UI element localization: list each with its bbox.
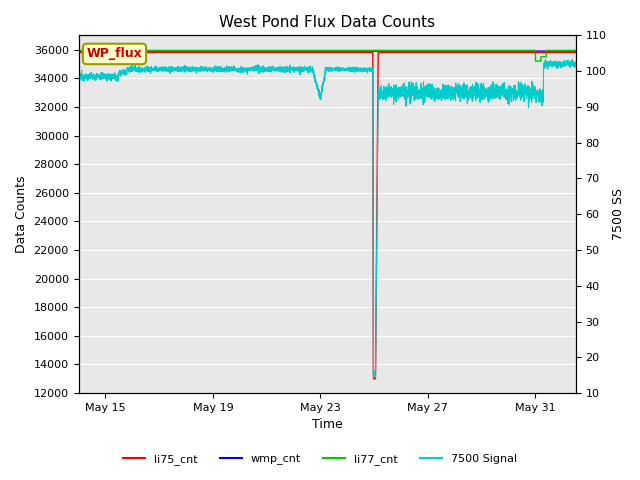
Text: WP_flux: WP_flux <box>86 48 142 60</box>
X-axis label: Time: Time <box>312 419 342 432</box>
Y-axis label: Data Counts: Data Counts <box>15 176 28 253</box>
Legend: li75_cnt, wmp_cnt, li77_cnt, 7500 Signal: li75_cnt, wmp_cnt, li77_cnt, 7500 Signal <box>118 450 522 469</box>
Y-axis label: 7500 SS: 7500 SS <box>612 188 625 240</box>
Title: West Pond Flux Data Counts: West Pond Flux Data Counts <box>219 15 435 30</box>
